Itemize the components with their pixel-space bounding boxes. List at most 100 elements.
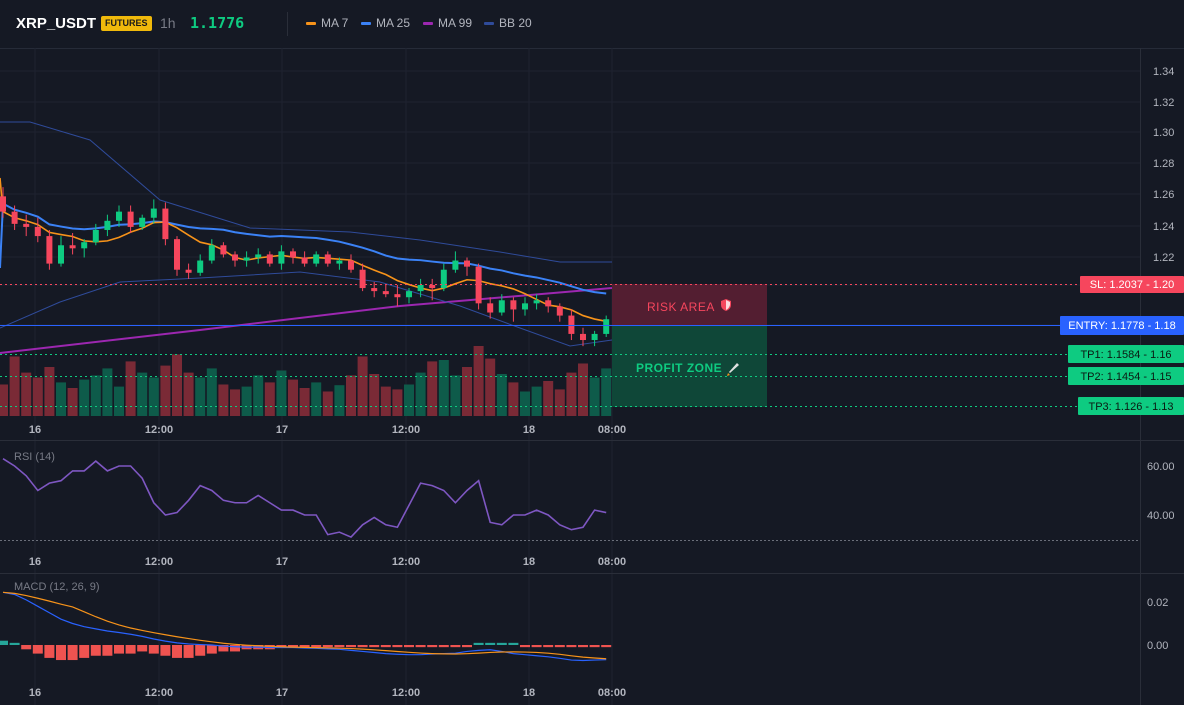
macd-hist-bar [299,645,310,648]
volume-bar [473,346,484,416]
tp1-tag[interactable]: TP1: 1.1584 - 1.16 [1068,345,1184,363]
macd-hist-bar [520,645,530,648]
macd-hist-bar [183,645,194,658]
tp2-tag-label: TP2: 1.1454 - 1.15 [1080,371,1171,383]
candle-body [220,245,227,255]
volume-bar [264,382,275,416]
risk-zone [612,284,767,325]
ma7-label: MA 7 [321,16,349,30]
volume-bar [183,372,194,416]
volume-bar [56,382,66,416]
candle-body [348,260,354,270]
sl-tag[interactable]: SL: 1.2037 - 1.20 [1080,276,1184,293]
macd-hist-bar [195,645,206,656]
macd-hist-bar [427,645,438,648]
candle-body [116,211,122,221]
tp3-tag-label: TP3: 1.126 - 1.13 [1089,401,1174,413]
macd-hist-bar [404,645,414,648]
candle-body [475,266,482,304]
price-tick: 1.24 [1153,221,1174,233]
time-tick: 17 [276,556,288,568]
candle-body [406,291,412,298]
candle-body [429,285,436,289]
volume-bar [241,386,252,416]
volume-bar [125,361,136,416]
candle-body [266,254,273,264]
volume-bar [160,365,171,416]
macd-hist-bar [357,645,368,648]
volume-bar [508,382,519,416]
legend-ma25[interactable]: MA 25 [361,16,410,30]
candle-body [568,315,575,334]
volume-bar [566,372,577,416]
time-tick: 16 [29,424,41,436]
volume-bar [172,354,182,416]
ma99-swatch [423,21,433,25]
macd-hist-bar [160,645,171,656]
volume-bar [554,389,565,416]
candle-body [23,223,30,227]
macd-tick-002: 0.02 [1147,597,1168,609]
candle-body [301,257,308,264]
legend-ma99[interactable]: MA 99 [423,16,472,30]
legend-bb20[interactable]: BB 20 [484,16,532,30]
volume-bar [496,374,507,416]
candle-body [139,217,146,227]
macd-hist-bar [206,645,217,654]
macd-hist-bar [322,645,333,648]
volume-bar [601,368,612,416]
legend-ma7[interactable]: MA 7 [306,16,348,30]
macd-hist-bar [114,645,124,654]
volume-bars [0,346,612,416]
macd-tick-000: 0.00 [1147,640,1168,652]
chart-header: XRP_USDT FUTURES 1h 1.1776 MA 7 MA 25 MA… [0,0,1184,49]
macd-hist-bar [276,645,287,648]
time-tick: 12:00 [145,687,173,699]
time-tick: 16 [29,687,41,699]
candle-body [324,254,331,264]
volume-bar [589,377,600,416]
sl-tag-label: SL: 1.2037 - 1.20 [1090,279,1174,291]
bb20-swatch [484,21,494,25]
macd-hist-bar [369,645,380,648]
macd-hist-bar [380,645,391,648]
candle-body [603,319,610,334]
ma25-label: MA 25 [376,16,411,30]
bb-lower-line [0,271,613,347]
time-tick: 08:00 [598,687,626,699]
macd-hist-bar [0,640,8,645]
macd-hist-bar [67,645,78,661]
candle-body [533,300,540,304]
volume-bar [334,385,345,416]
tp2-tag[interactable]: TP2: 1.1454 - 1.15 [1068,367,1184,385]
symbol-label[interactable]: XRP_USDT [16,15,97,32]
candle-body [510,300,517,310]
candle-body [174,239,180,270]
macd-hist-bar [125,645,136,654]
time-tick: 12:00 [145,556,173,568]
price-axis[interactable]: 1.34 1.32 1.30 1.28 1.26 1.24 1.22 [1153,66,1174,264]
macd-hist-bar [218,645,229,652]
tp3-tag[interactable]: TP3: 1.126 - 1.13 [1078,397,1184,415]
macd-hist-bar [589,645,600,648]
rsi-line [2,457,607,539]
ma7-swatch [306,21,316,25]
volume-bar [206,368,217,416]
rsi-tick-40: 40.00 [1147,510,1175,522]
bb20-label: BB 20 [499,16,532,30]
risk-zone-label: RISK AREA [647,300,715,314]
entry-tag[interactable]: ENTRY: 1.1778 - 1.18 [1060,316,1184,335]
macd-histogram [0,640,612,661]
timeframe-label[interactable]: 1h [160,15,176,31]
price-tick: 1.34 [1153,66,1174,78]
volume-bar [485,358,496,416]
volume-bar [276,370,287,416]
macd-hist-bar [415,645,426,648]
candle-body [498,300,505,313]
ma99-line [0,287,613,354]
time-tick: 18 [523,556,535,568]
volume-bar [450,375,461,416]
macd-hist-bar [311,645,322,648]
candle-body [197,260,204,273]
